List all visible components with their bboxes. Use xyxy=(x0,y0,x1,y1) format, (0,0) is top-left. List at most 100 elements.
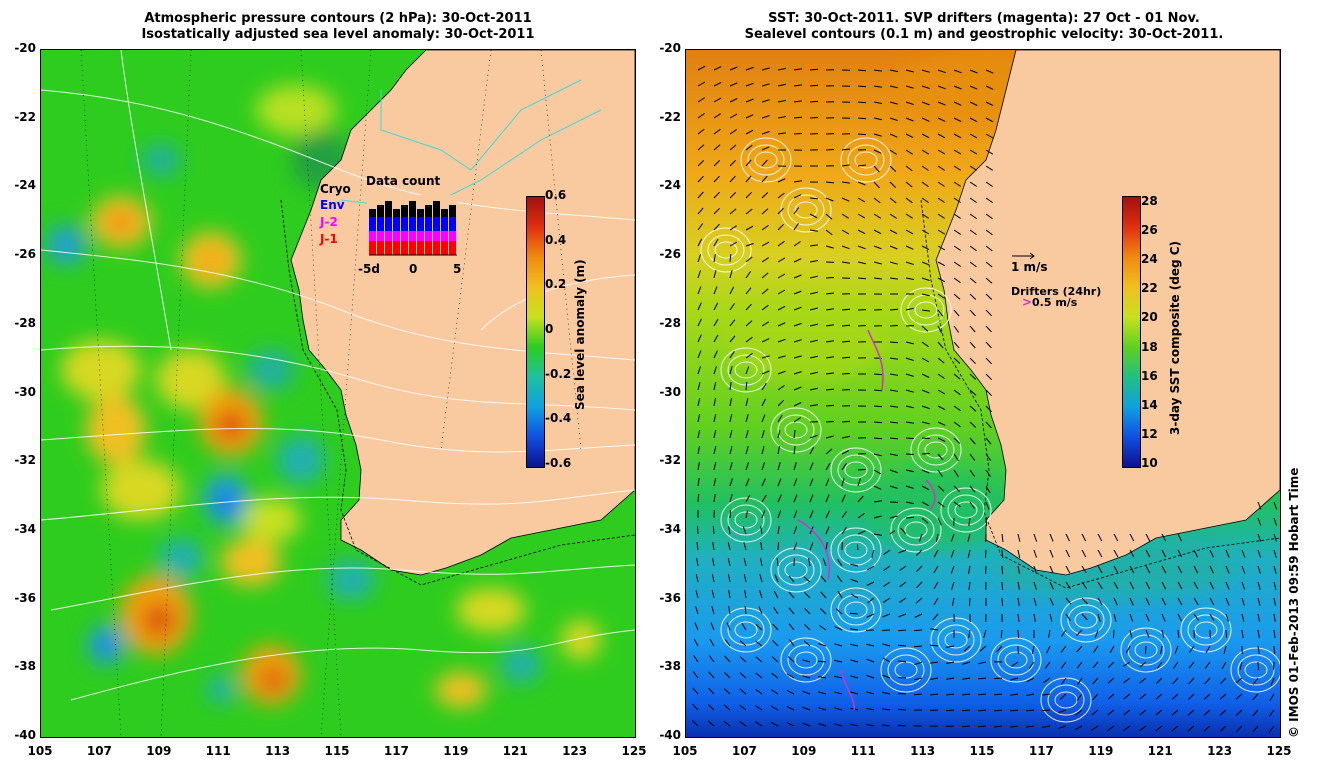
sst-y-tick: -26 xyxy=(659,247,681,262)
sla-y-tick: -28 xyxy=(14,315,36,330)
data-count-axis-mid: 0 xyxy=(409,262,418,276)
sst-colorbar-tick: 10 xyxy=(1141,456,1158,470)
data-count-chart xyxy=(367,195,457,256)
sla-colorbar-tick: 0.2 xyxy=(545,277,567,292)
data-count-bar-segment xyxy=(409,231,416,241)
sst-x-tick: 123 xyxy=(1207,744,1233,758)
data-count-bar-segment xyxy=(393,209,400,217)
sla-y-tick: -38 xyxy=(14,659,36,674)
sla-y-tick: -34 xyxy=(14,521,36,536)
sst-map: > 1 m/s Drifters (24hr) 0.5 m/s xyxy=(685,49,1281,738)
data-count-bar-segment xyxy=(377,205,384,217)
data-count-bar-segment xyxy=(425,217,432,231)
data-count-bar-segment xyxy=(377,217,384,231)
sla-colorbar-tick: 0.4 xyxy=(545,232,567,247)
sla-x-tick: 111 xyxy=(205,744,231,758)
data-count-bar-segment xyxy=(385,217,392,231)
sla-map-graphic xyxy=(41,50,635,737)
sst-colorbar-tick: 24 xyxy=(1141,252,1158,267)
data-count-bar-segment xyxy=(425,241,432,255)
sst-x-tick: 119 xyxy=(1088,744,1114,758)
sst-colorbar-tick: 26 xyxy=(1141,223,1158,238)
data-count-bar-segment xyxy=(417,217,424,231)
sla-colorbar-tick: -0.6 xyxy=(545,456,572,470)
sst-x-tick: 111 xyxy=(850,744,876,758)
data-count-bar-segment xyxy=(441,209,448,217)
data-count-bar-segment xyxy=(433,201,440,217)
sst-x-tick: 121 xyxy=(1147,744,1173,758)
sla-colorbar-tick: -0.2 xyxy=(545,366,572,381)
sla-x-tick: 109 xyxy=(146,744,172,758)
sla-y-tick: -40 xyxy=(14,728,36,742)
data-count-title: Data count xyxy=(366,174,441,188)
sst-colorbar-tick: 20 xyxy=(1141,310,1158,325)
sst-y-tick: -24 xyxy=(659,178,681,193)
legend-j1: J-1 xyxy=(320,232,338,246)
data-count-bar-segment xyxy=(441,217,448,231)
data-count-bar-segment xyxy=(401,217,408,231)
legend-cryo: Cryo xyxy=(320,182,351,196)
data-count-bar-segment xyxy=(385,241,392,255)
sla-y-tick: -20 xyxy=(14,41,36,55)
sst-x-tick: 107 xyxy=(731,744,757,758)
sla-x-tick: 115 xyxy=(324,744,350,758)
drifter-scale-label: 0.5 m/s xyxy=(1032,296,1078,309)
sla-y-tick: -24 xyxy=(14,178,36,193)
data-count-bar-segment xyxy=(377,231,384,241)
right-title: SST: 30-Oct-2011. SVP drifters (magenta)… xyxy=(686,11,1282,43)
data-count-bar-segment xyxy=(393,217,400,231)
sla-y-tick: -26 xyxy=(14,247,36,262)
sla-x-tick: 119 xyxy=(443,744,469,758)
left-title: Atmospheric pressure contours (2 hPa): 3… xyxy=(40,11,636,43)
drifter-legend-title: Drifters (24hr) xyxy=(1011,285,1102,298)
data-count-bar-segment xyxy=(369,217,376,231)
sst-colorbar-tick: 12 xyxy=(1141,426,1158,441)
sst-x-tick: 117 xyxy=(1028,744,1054,758)
data-count-bar-segment xyxy=(369,241,376,255)
data-count-bar-segment xyxy=(385,231,392,241)
sla-y-tick: -22 xyxy=(14,109,36,124)
data-count-bar-segment xyxy=(449,241,456,255)
data-count-bar-segment xyxy=(441,231,448,241)
sst-colorbar-tick: 14 xyxy=(1141,397,1158,412)
sla-x-tick: 107 xyxy=(86,744,112,758)
svg-text:>: > xyxy=(1022,295,1032,309)
data-count-bar-segment xyxy=(441,241,448,255)
data-count-bar-segment xyxy=(393,241,400,255)
data-count-bar-segment xyxy=(401,241,408,255)
data-count-bar-segment xyxy=(409,201,416,217)
data-count-bar-segment xyxy=(433,231,440,241)
data-count-bar-segment xyxy=(425,205,432,217)
legend-env: Env xyxy=(320,198,345,212)
sst-x-tick: 109 xyxy=(791,744,817,758)
sst-x-tick: 125 xyxy=(1266,744,1292,758)
data-count-bar-segment xyxy=(401,231,408,241)
sst-x-tick: 115 xyxy=(969,744,995,758)
sla-colorbar-title: Sea level anomaly (m) xyxy=(573,259,587,410)
sla-x-tick: 113 xyxy=(265,744,291,758)
sla-y-tick: -32 xyxy=(14,453,36,468)
right-title-line1: SST: 30-Oct-2011. SVP drifters (magenta)… xyxy=(768,11,1200,26)
legend-j2: J-2 xyxy=(320,215,338,229)
sla-x-tick: 123 xyxy=(562,744,588,758)
sst-x-tick: 113 xyxy=(910,744,936,758)
sst-colorbar-title: 3-day SST composite (deg C) xyxy=(1168,240,1182,435)
sst-colorbar-tick: 22 xyxy=(1141,281,1158,296)
data-count-bar-segment xyxy=(409,217,416,231)
sst-colorbar xyxy=(1122,196,1141,468)
data-count-axis-max: 5 xyxy=(453,262,462,276)
sla-y-tick: -30 xyxy=(14,384,36,399)
data-count-bar-segment xyxy=(417,209,424,217)
data-count-bar-segment xyxy=(377,241,384,255)
data-count-bar-segment xyxy=(425,231,432,241)
sla-x-tick: 125 xyxy=(621,744,647,758)
sea-level-anomaly-map: Data count Cryo Env J-2 J-1 -5d 0 5 xyxy=(40,49,636,738)
sst-colorbar-tick: 28 xyxy=(1141,194,1158,208)
left-title-line1: Atmospheric pressure contours (2 hPa): 3… xyxy=(144,11,532,26)
sla-x-tick: 117 xyxy=(383,744,409,758)
velocity-scale-label: 1 m/s xyxy=(1011,260,1048,274)
sla-y-tick: -36 xyxy=(14,590,36,605)
data-count-bar-segment xyxy=(449,231,456,241)
data-count-bar-segment xyxy=(385,201,392,217)
data-count-bar-segment xyxy=(449,217,456,231)
